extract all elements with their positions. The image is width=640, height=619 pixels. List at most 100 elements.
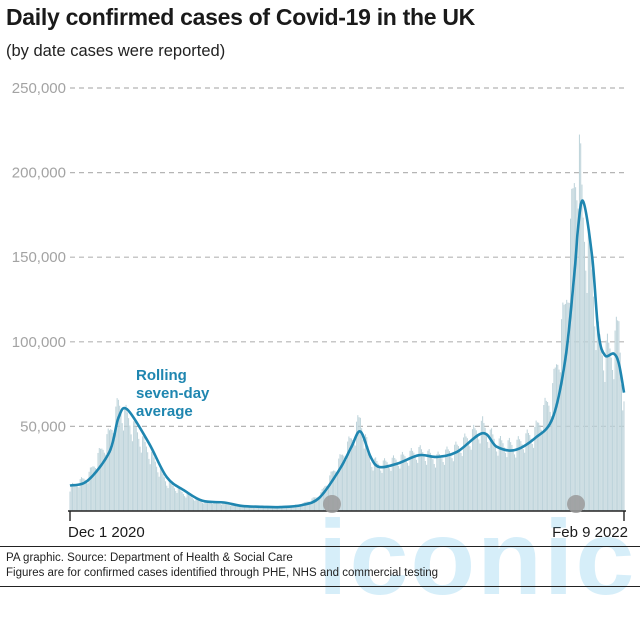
daily-bar: [380, 470, 382, 511]
daily-bar: [200, 501, 202, 511]
daily-bar: [300, 505, 302, 511]
daily-bar: [209, 502, 211, 511]
daily-bar: [106, 434, 108, 511]
daily-bar: [175, 490, 177, 511]
marker-dot-dec: [323, 495, 341, 513]
daily-bar: [606, 333, 608, 511]
daily-bar: [294, 504, 296, 511]
daily-bar: [512, 449, 514, 511]
daily-bar: [168, 481, 170, 511]
daily-bar: [291, 506, 293, 511]
daily-bar: [307, 501, 309, 511]
daily-bar: [580, 143, 582, 511]
daily-bar: [161, 469, 163, 511]
daily-bar: [273, 507, 275, 511]
daily-bar: [240, 505, 242, 511]
daily-bar: [271, 507, 274, 511]
daily-bar: [282, 507, 284, 511]
daily-bar: [553, 368, 555, 511]
daily-bar: [198, 499, 200, 511]
x-ticks: Dec 1 2020 Feb 9 2022: [68, 511, 628, 541]
daily-bar: [487, 441, 489, 511]
footer-note: Figures are for confirmed cases identifi…: [6, 567, 439, 579]
daily-bar: [545, 400, 547, 511]
daily-bar: [285, 505, 288, 511]
daily-bar: [124, 406, 126, 511]
daily-bar: [615, 316, 617, 511]
daily-bar: [129, 425, 131, 511]
daily-bar: [170, 481, 172, 511]
daily-bar: [610, 357, 612, 511]
daily-bar: [235, 505, 237, 511]
daily-bar: [516, 439, 518, 511]
daily-bar: [544, 397, 546, 511]
daily-bar: [405, 458, 407, 511]
daily-bar: [340, 454, 342, 511]
daily-bar: [280, 507, 282, 511]
daily-bar: [111, 430, 113, 511]
daily-bar: [312, 497, 314, 511]
daily-bar: [214, 501, 216, 511]
daily-bar: [305, 501, 307, 511]
daily-bar: [400, 454, 402, 511]
daily-bar: [210, 503, 212, 511]
daily-bar: [219, 504, 221, 511]
daily-bar: [242, 506, 244, 511]
daily-bar: [350, 438, 352, 511]
daily-bar: [572, 188, 574, 512]
daily-bar: [251, 506, 253, 511]
daily-bar: [329, 475, 331, 511]
daily-bar: [391, 457, 393, 511]
daily-bar: [184, 496, 186, 511]
y-tick-label: 100,000: [12, 334, 66, 351]
daily-bar: [72, 482, 74, 511]
daily-bar: [447, 449, 449, 511]
daily-bar: [83, 478, 85, 511]
daily-bar: [613, 379, 615, 511]
daily-bar: [497, 455, 499, 511]
daily-bar: [116, 398, 118, 511]
daily-bar: [609, 348, 611, 511]
x-tick-label: Feb 9 2022: [552, 524, 628, 541]
daily-bar: [336, 473, 338, 511]
daily-bar: [612, 369, 614, 511]
daily-bar: [223, 502, 225, 511]
daily-bar: [176, 492, 178, 511]
daily-bar: [74, 483, 76, 511]
daily-bar: [536, 422, 538, 511]
daily-bar: [618, 321, 620, 511]
daily-bar: [554, 367, 556, 511]
daily-bar: [205, 500, 207, 511]
daily-bar: [277, 506, 279, 511]
daily-bar: [477, 434, 479, 511]
daily-bar: [108, 430, 110, 511]
daily-bar: [77, 486, 79, 511]
daily-bar: [559, 372, 561, 511]
daily-bar: [474, 428, 476, 511]
daily-bar: [563, 304, 565, 511]
daily-bar: [247, 507, 249, 511]
daily-bar: [562, 302, 564, 511]
daily-bar: [274, 508, 276, 511]
daily-bar: [417, 462, 419, 511]
daily-bar: [345, 460, 347, 511]
daily-bar: [333, 470, 335, 511]
daily-bar: [167, 488, 169, 511]
daily-bar: [342, 454, 344, 511]
daily-bar: [78, 487, 80, 511]
daily-bar: [366, 437, 368, 511]
daily-bar: [191, 497, 193, 511]
daily-bar: [243, 506, 245, 511]
daily-bar: [263, 507, 265, 511]
daily-bar: [105, 454, 107, 511]
daily-bar: [413, 452, 415, 511]
daily-bar: [343, 455, 345, 511]
daily-bar: [159, 468, 161, 511]
chart-title: Daily confirmed cases of Covid-19 in the…: [6, 4, 475, 30]
daily-bar: [264, 507, 266, 511]
daily-bar: [354, 445, 356, 511]
daily-bar: [194, 500, 196, 511]
daily-bar: [437, 451, 439, 511]
daily-bar: [362, 439, 364, 511]
daily-bar: [529, 435, 531, 511]
